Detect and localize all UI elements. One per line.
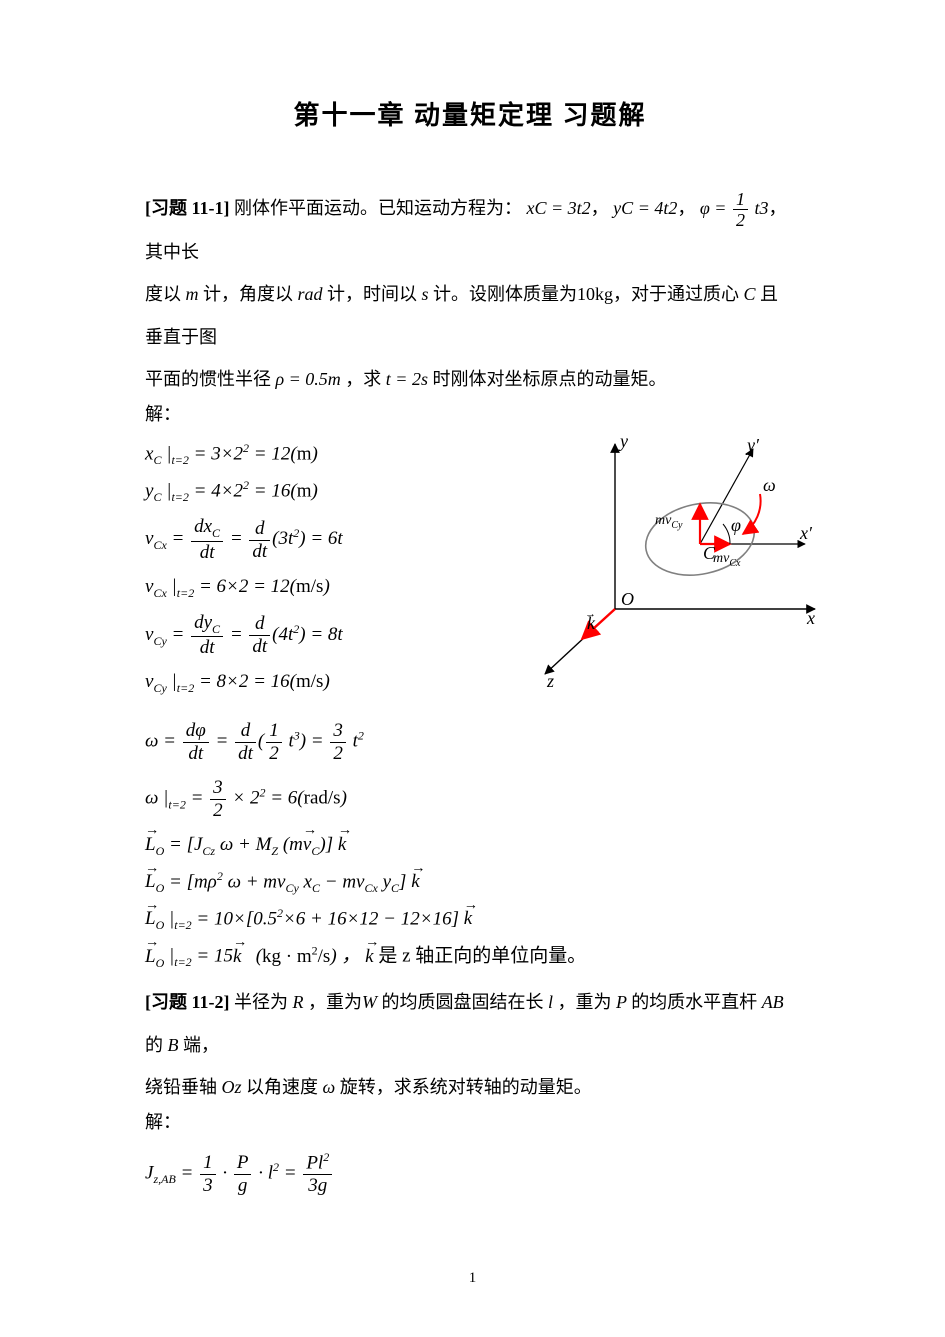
diagram-column: O x y z x′ y′ C ω φ mvCx mvCy k→ [525,429,825,689]
problem-2-tag: [习题 11-2] [145,992,230,1012]
eq-7: ω = dφdt = ddt(12 t3) = 32 t2 [145,720,795,765]
equations-continued: ω = dφdt = ddt(12 t3) = 32 t2 ω |t=2 = 3… [145,720,795,969]
label-mvcy: mvCy [655,513,683,531]
eq-4: vCx |t=2 = 6×2 = 12(m/s) [145,577,525,599]
page-number: 1 [0,1270,945,1287]
moment-diagram: O x y z x′ y′ C ω φ mvCx mvCy k→ [525,429,825,689]
label-k: k→ [585,608,596,633]
problem-1-tag: [习题 11-1] [145,198,230,218]
inline-eq: φ = 12 t3 [700,198,769,218]
eq-12: LO |t=2 = 15k (kg · m2/s) ， k 是 z 轴正向的单位… [145,944,795,968]
problem-2-text: [习题 11-2] 半径为 R ，重为W 的均质圆盘固结在长 l ，重为 P 的… [145,981,795,1108]
problem-1-text: [习题 11-1] 刚体作平面运动。已知运动方程为： xC = 3t2， yC … [145,187,795,400]
page: 第十一章 动量矩定理 习题解 [习题 11-1] 刚体作平面运动。已知运动方程为… [0,0,945,1337]
solution-label-2: 解： [145,1108,795,1137]
label-x: x [806,608,815,628]
page-title: 第十一章 动量矩定理 习题解 [145,95,795,132]
eq-1: xC |t=2 = 3×22 = 12(m) [145,442,525,466]
eq-6: vCy |t=2 = 8×2 = 16(m/s) [145,672,525,694]
label-z: z [546,671,554,689]
eq-9: LO = [JCz ω + MZ (mvC)] k [145,835,795,857]
inline-eq: yC = 4t2 [613,198,677,218]
label-O: O [621,589,634,609]
solution-label: 解： [145,400,795,429]
label-yp: y′ [745,435,760,455]
label-xp: x′ [799,523,813,543]
eq-3: vCx = dxCdt = ddt(3t2) = 6t [145,516,525,563]
equations-column: xC |t=2 = 3×22 = 12(m) yC |t=2 = 4×22 = … [145,429,525,707]
solution-body: xC |t=2 = 3×22 = 12(m) yC |t=2 = 4×22 = … [145,429,795,707]
eq-11: LO |t=2 = 10×[0.52×6 + 16×12 − 12×16] k [145,907,795,931]
eq-8: ω |t=2 = 32 × 22 = 6(rad/s) [145,777,795,822]
label-omega: ω [763,475,776,495]
eq-5: vCy = dyCdt = ddt(4t2) = 8t [145,612,525,659]
eq-10: LO = [mρ2 ω + mvCy xC − mvCx yC] k [145,870,795,894]
label-y: y [618,431,628,451]
text: 刚体作平面运动。已知运动方程为： [230,198,523,218]
eq-2: yC |t=2 = 4×22 = 16(m) [145,479,525,503]
inline-eq: xC = 3t2 [527,198,591,218]
label-phi: φ [731,515,741,535]
eq2-1: Jz,AB = 13 · Pg · l2 = Pl23g [145,1151,795,1197]
